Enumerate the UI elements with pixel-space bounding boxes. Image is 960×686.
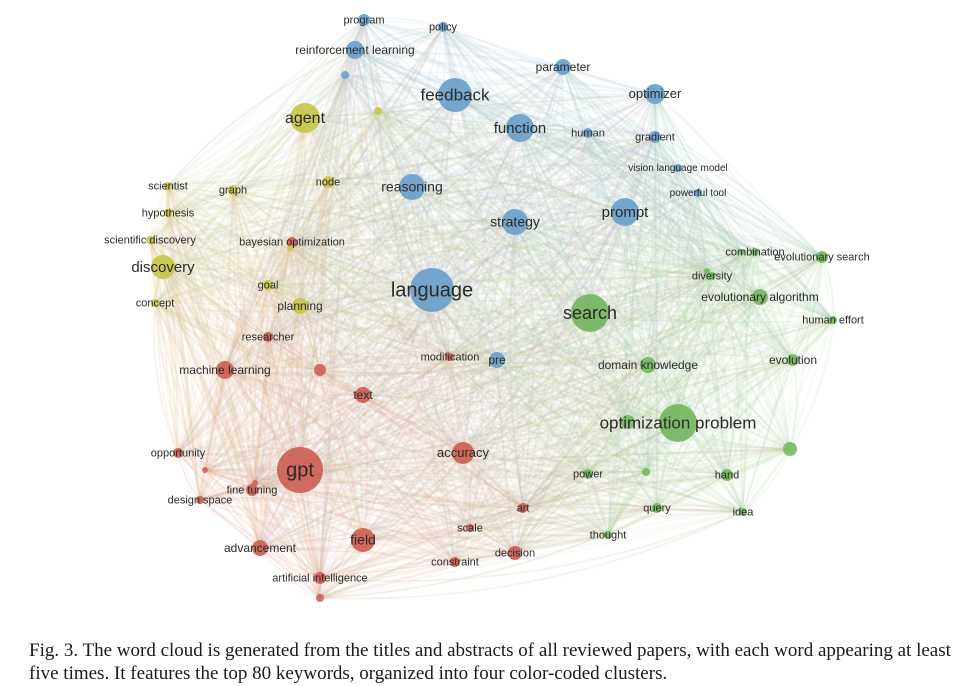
svg-text:program: program [344,15,385,27]
svg-text:hand: hand [715,470,739,482]
svg-text:optimization problem: optimization problem [600,413,757,432]
svg-text:policy: policy [429,22,458,34]
svg-text:pre: pre [488,353,506,367]
svg-text:agent: agent [285,110,326,127]
svg-text:machine learning: machine learning [179,363,270,377]
svg-text:modification: modification [421,352,480,364]
svg-text:vision language model: vision language model [628,163,728,174]
svg-text:power: power [573,469,603,481]
svg-text:function: function [494,120,547,137]
svg-text:language: language [391,279,473,301]
svg-text:planning: planning [277,299,322,313]
svg-text:evolutionary search: evolutionary search [774,252,869,264]
svg-text:gpt: gpt [286,459,314,481]
svg-text:human effort: human effort [802,315,864,327]
svg-text:fine tuning: fine tuning [227,485,278,497]
svg-text:accuracy: accuracy [437,445,490,460]
svg-text:artificial intelligence: artificial intelligence [272,573,367,585]
svg-text:reasoning: reasoning [381,178,443,194]
svg-text:decision: decision [495,548,535,560]
svg-text:optimizer: optimizer [629,86,682,101]
svg-text:opportunity: opportunity [151,448,206,460]
svg-text:query: query [643,503,671,515]
svg-text:field: field [350,531,376,547]
svg-text:goal: goal [258,280,279,292]
svg-text:art: art [517,503,530,515]
svg-text:human: human [571,128,605,140]
svg-text:design space: design space [168,495,233,507]
svg-text:scale: scale [457,523,483,535]
svg-text:discovery: discovery [131,259,195,276]
svg-text:scientist: scientist [148,181,188,193]
svg-text:graph: graph [219,185,247,197]
svg-text:feedback: feedback [421,85,490,104]
svg-text:gradient: gradient [635,132,675,144]
svg-text:idea: idea [733,507,755,519]
svg-text:reinforcement learning: reinforcement learning [295,43,414,57]
svg-text:parameter: parameter [536,60,591,74]
svg-text:domain knowledge: domain knowledge [598,358,698,372]
svg-text:search: search [563,303,617,323]
svg-text:thought: thought [590,530,627,542]
svg-text:hypothesis: hypothesis [142,208,195,220]
svg-text:powerful tool: powerful tool [670,188,727,199]
svg-text:bayesian optimization: bayesian optimization [239,237,345,249]
svg-text:scientific discovery: scientific discovery [104,235,196,247]
svg-text:evolutionary algorithm: evolutionary algorithm [701,290,818,304]
svg-text:advancement: advancement [224,541,297,555]
svg-text:researcher: researcher [242,332,295,344]
svg-text:strategy: strategy [490,213,540,229]
svg-text:constraint: constraint [431,557,479,569]
svg-text:node: node [316,177,340,189]
svg-text:evolution: evolution [769,353,817,367]
svg-text:prompt: prompt [602,204,650,221]
svg-text:diversity: diversity [692,271,733,283]
svg-text:text: text [353,388,373,402]
svg-text:concept: concept [136,298,175,310]
